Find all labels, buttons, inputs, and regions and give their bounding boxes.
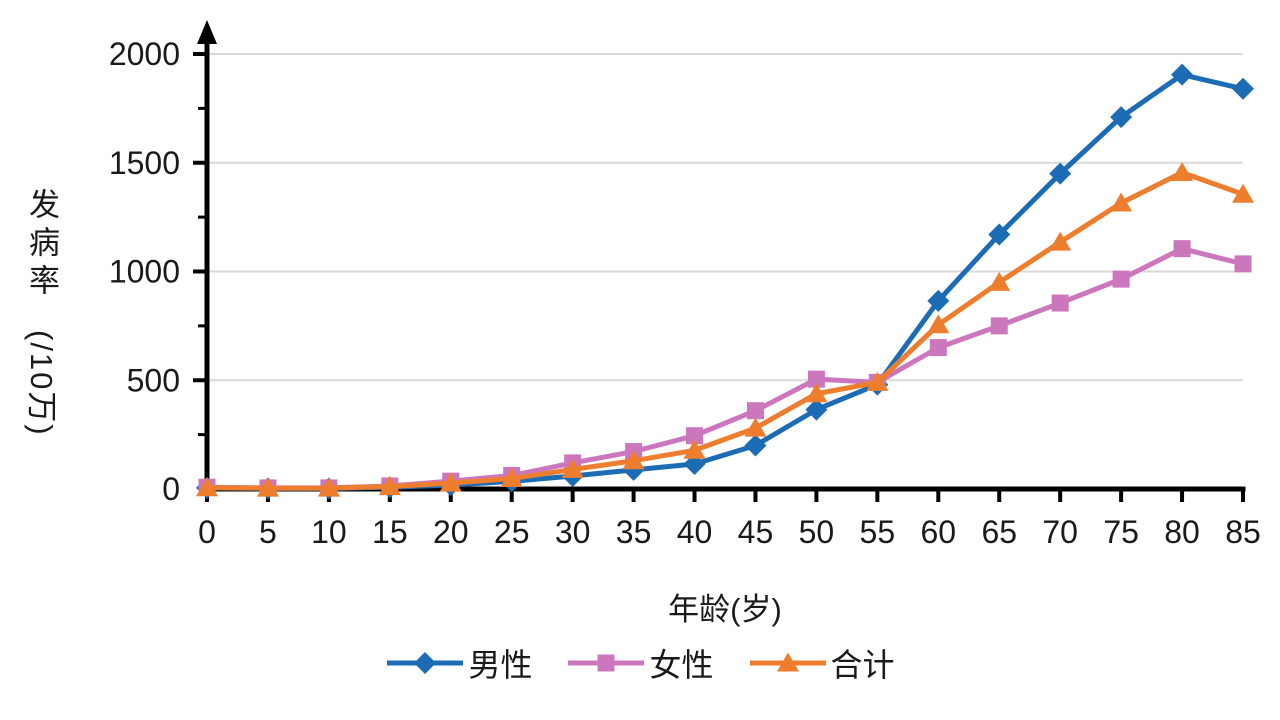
series-marker-total: [1110, 192, 1133, 212]
series-marker-total: [1049, 231, 1072, 251]
series-marker-male: [927, 289, 950, 312]
series-line-female: [204, 246, 1246, 491]
series-marker-total: [317, 477, 340, 497]
series-line-male: [204, 72, 1246, 491]
x-tick-label: 30: [555, 514, 591, 550]
y-axis-arrow-icon: [197, 20, 217, 44]
series-marker-male: [1049, 162, 1072, 185]
series-marker-total: [1171, 162, 1194, 182]
legend-label: 合计: [830, 647, 895, 683]
series-marker-male: [1171, 63, 1194, 86]
series-marker-total: [378, 476, 401, 496]
series-marker-total: [256, 477, 279, 497]
series-marker-female: [1173, 240, 1191, 258]
legend: 男性 女性 合计: [0, 640, 1280, 686]
legend-marker-female-icon: [568, 654, 645, 672]
series-marker-female: [746, 402, 764, 420]
series-marker-male: [744, 434, 767, 457]
legend-marker-total: [776, 652, 799, 672]
x-tick-label: 35: [616, 514, 652, 550]
y-tick-label: 1000: [109, 254, 180, 290]
series-marker-total: [927, 314, 950, 334]
y-axis-title: 发病率: [24, 188, 59, 302]
x-tick-label: 40: [677, 514, 713, 550]
x-tick-label: 10: [311, 514, 347, 550]
series-marker-total: [561, 458, 584, 478]
legend-label: 女性: [649, 647, 714, 683]
series-marker-total: [500, 468, 523, 488]
x-tick-label: 85: [1225, 514, 1261, 550]
series-marker-male: [805, 398, 828, 421]
x-tick-label: 70: [1042, 514, 1078, 550]
series-marker-female: [990, 317, 1008, 335]
legend-marker-male: [414, 652, 437, 674]
x-tick-label: 50: [799, 514, 835, 550]
legend-item-female: 女性: [566, 640, 714, 686]
series-marker-female: [807, 370, 825, 388]
legend-label: 男性: [468, 647, 533, 683]
y-tick-label: 1500: [109, 145, 180, 181]
y-tick-label: 2000: [109, 36, 180, 72]
legend-item-total: 合计: [748, 640, 895, 686]
x-tick-label: 0: [198, 514, 216, 550]
x-tick-label: 15: [372, 514, 408, 550]
series-marker-total: [683, 439, 706, 459]
x-tick-label: 60: [920, 514, 956, 550]
series-marker-female: [929, 339, 947, 357]
y-axis-title-unit: (/10万): [24, 330, 59, 437]
series-marker-female: [1112, 270, 1130, 288]
legend-marker-total-icon: [749, 652, 826, 672]
x-axis-title: 年龄(岁): [668, 592, 782, 627]
series-marker-total: [866, 371, 889, 391]
series-marker-male: [1110, 106, 1133, 129]
series-marker-total: [622, 450, 645, 470]
series-marker-total: [196, 477, 218, 497]
series-marker-total: [1232, 183, 1254, 203]
series-marker-female: [1234, 255, 1252, 273]
x-tick-label: 55: [860, 514, 896, 550]
y-tick-label: 500: [127, 362, 180, 398]
series-line-total: [204, 170, 1246, 491]
series-marker-total: [988, 271, 1011, 291]
legend-item-male: 男性: [385, 640, 532, 686]
x-tick-label: 5: [259, 514, 277, 550]
x-tick-label: 20: [433, 514, 469, 550]
series-marker-male: [1232, 77, 1254, 100]
legend-marker-female: [597, 654, 615, 672]
x-tick-label: 25: [494, 514, 530, 550]
series-marker-male: [988, 223, 1011, 246]
y-tick-label: 0: [162, 471, 180, 507]
plot-area: 0 500 1000 1500 2000 0 5 10 15 20 25 30 35 40 45 50 55 60…: [109, 20, 1261, 550]
x-tick-label: 75: [1103, 514, 1139, 550]
x-tick-label: 45: [738, 514, 774, 550]
x-tick-label: 80: [1164, 514, 1200, 550]
series-marker-female: [686, 427, 704, 445]
series-marker-female: [1051, 294, 1069, 312]
x-tick-label: 65: [981, 514, 1017, 550]
series-marker-total: [744, 417, 767, 437]
series-marker-total: [439, 472, 462, 492]
legend-marker-male-icon: [387, 652, 464, 674]
series-marker-total: [805, 383, 828, 403]
